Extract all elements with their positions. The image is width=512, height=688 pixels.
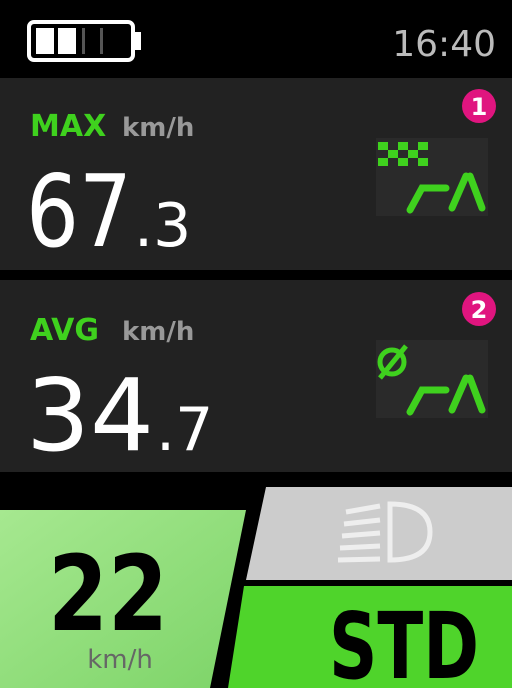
- panel-unit: km/h: [122, 113, 194, 143]
- mode-label: STD: [329, 593, 479, 688]
- max-icon: [376, 138, 488, 216]
- battery: [27, 20, 141, 62]
- speed-value: 22: [48, 533, 168, 655]
- speed-unit: km/h: [87, 645, 153, 675]
- badge-number: 2: [471, 296, 488, 324]
- panel-decimal: .7: [156, 395, 213, 465]
- speed-panel: [0, 510, 246, 688]
- panel-label: MAX: [30, 109, 106, 144]
- panel-value: 67: [26, 153, 132, 270]
- mode-button[interactable]: [228, 586, 512, 688]
- avg-icon: [376, 340, 488, 418]
- panel-value: 34: [26, 357, 154, 474]
- panel-unit: km/h: [122, 317, 194, 347]
- panel-decimal: .3: [134, 191, 191, 261]
- badge: [462, 292, 496, 326]
- badge: [462, 89, 496, 123]
- headlight-icon: [337, 501, 433, 563]
- clock: 16:40: [392, 24, 496, 65]
- panel-label: AVG: [30, 313, 99, 348]
- badge-number: 1: [471, 93, 488, 121]
